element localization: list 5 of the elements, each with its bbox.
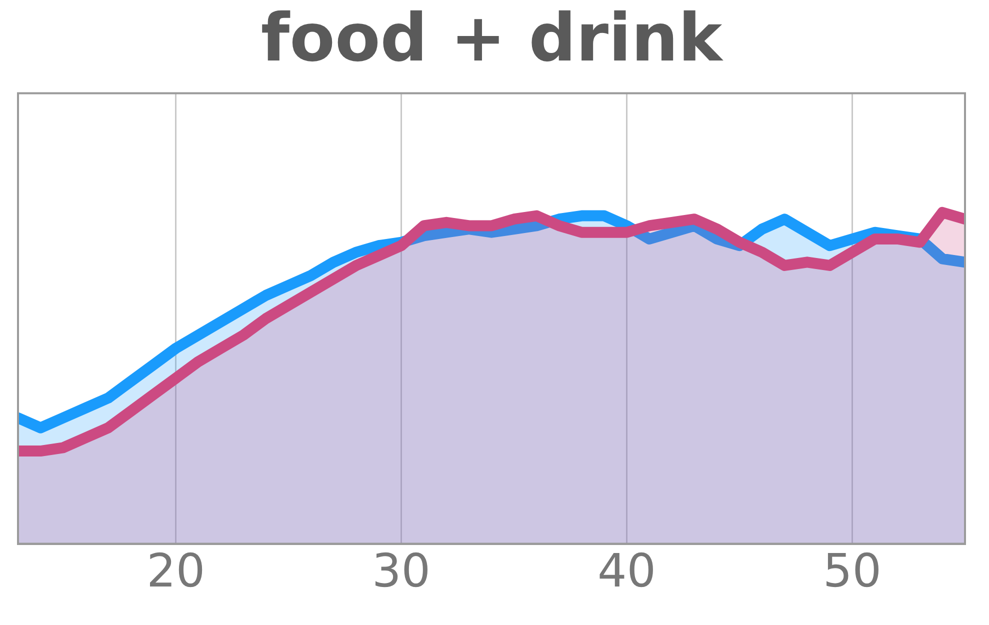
x-tick-label: 50 — [822, 543, 882, 598]
x-tick-label: 30 — [372, 543, 431, 598]
x-tick-label: 20 — [146, 543, 206, 598]
x-tick-label: 40 — [598, 543, 656, 598]
chart-title: food + drink — [260, 0, 724, 77]
